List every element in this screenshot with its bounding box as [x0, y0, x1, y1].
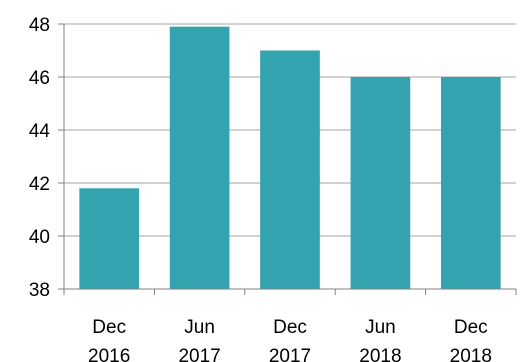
x-tick-label: 2017 — [269, 346, 311, 362]
x-tick-label: Dec — [454, 317, 488, 338]
x-tick-label: Dec — [92, 317, 126, 338]
x-tick-label: 2017 — [178, 346, 220, 362]
bar — [260, 50, 320, 289]
x-tick-label: 2018 — [359, 346, 401, 362]
y-tick-label: 38 — [29, 280, 50, 301]
bar — [169, 26, 230, 290]
x-tick-label: Jun — [365, 317, 396, 338]
y-axis-tick-labels: 38 40 42 44 46 48 — [29, 15, 51, 301]
x-tick-label: Jun — [184, 317, 215, 338]
y-tick-label: 40 — [29, 227, 50, 248]
y-tick-label: 44 — [29, 121, 51, 142]
y-tick-label: 46 — [29, 68, 50, 89]
x-tick-label: 2016 — [88, 346, 130, 362]
bar — [79, 188, 140, 289]
x-tick-label: 2018 — [450, 346, 492, 362]
bar — [440, 77, 501, 289]
bar — [350, 77, 411, 289]
x-tick-label: Dec — [273, 317, 307, 338]
bars — [79, 26, 501, 290]
x-axis-tick-labels: Dec 2016 Jun 2017 Dec 2017 Jun 2018 Dec 2018 — [88, 317, 492, 362]
y-tick-label: 42 — [29, 174, 50, 195]
axes — [58, 23, 517, 295]
y-tick-label: 48 — [29, 15, 50, 36]
